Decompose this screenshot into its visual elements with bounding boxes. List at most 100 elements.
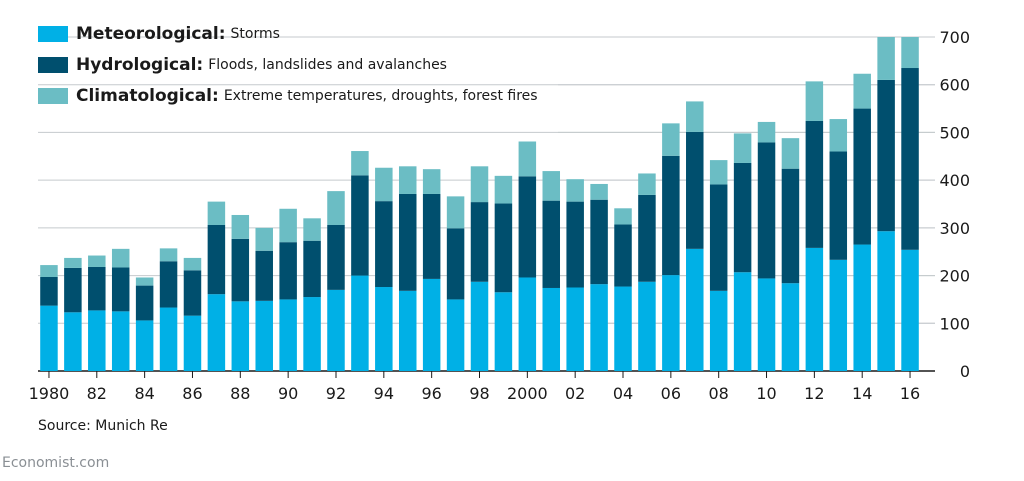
y-tick-label: 600 [939, 76, 970, 95]
bar-2009-series-1 [733, 162, 752, 273]
bar-1995-series-1 [398, 193, 417, 291]
bar-1983-series-0 [111, 311, 130, 371]
legend-description: Storms [230, 25, 280, 42]
bar-1990-series-0 [279, 299, 297, 371]
bar-2014-series-0 [853, 244, 871, 371]
bar-1982-series-1 [88, 266, 106, 311]
x-tick-label: 06 [661, 384, 681, 403]
bar-1996-series-2 [422, 169, 441, 194]
bar-2010-series-1 [757, 142, 776, 279]
bar-2012-series-1 [805, 120, 824, 248]
source-note: Source: Munich Re [38, 418, 168, 434]
bar-1983-series-2 [111, 248, 130, 268]
bar-1987-series-0 [207, 294, 226, 371]
bar-2006-series-2 [662, 123, 680, 156]
bar-1995-series-0 [398, 290, 417, 371]
bar-2014-series-2 [853, 73, 871, 109]
bar-1999-series-2 [494, 175, 513, 204]
legend-description: Floods, landslides and avalanches [208, 56, 447, 73]
x-tick-label: 98 [469, 384, 489, 403]
bar-1985-series-2 [159, 248, 178, 262]
bar-1998-series-1 [470, 202, 489, 282]
bar-1993-series-1 [351, 175, 369, 276]
bar-1980-series-2 [40, 265, 58, 278]
bar-2015-series-0 [877, 231, 895, 371]
bar-2008-series-2 [709, 160, 728, 185]
x-tick-label: 90 [278, 384, 298, 403]
legend-item-meteorological: Meteorological: Storms [38, 18, 538, 49]
bar-2005-series-1 [638, 194, 656, 282]
bar-1997-series-2 [446, 196, 465, 229]
legend-item-hydrological: Hydrological: Floods, landslides and ava… [38, 49, 538, 80]
bar-1989-series-1 [255, 250, 273, 301]
bar-2000-series-0 [518, 277, 537, 371]
bar-2006-series-0 [662, 275, 680, 371]
bar-2012-series-2 [805, 81, 824, 121]
bar-2008-series-1 [709, 184, 728, 291]
legend-name: Hydrological: [76, 54, 204, 75]
bar-2014-series-1 [853, 108, 871, 245]
x-tick-label: 08 [709, 384, 729, 403]
bar-2013-series-1 [829, 151, 848, 260]
bar-1983-series-1 [111, 267, 130, 312]
bar-1986-series-2 [183, 257, 202, 271]
y-axis-ticks: 0 100 200 300 400 500 600 700 [939, 28, 970, 381]
bar-2013-series-0 [829, 259, 848, 371]
bars [40, 37, 919, 371]
bar-1996-series-1 [422, 193, 441, 279]
bar-2001-series-1 [542, 200, 561, 288]
x-tick-label: 04 [613, 384, 633, 403]
bar-2013-series-2 [829, 119, 848, 152]
bar-2005-series-2 [638, 173, 656, 195]
bar-2002-series-0 [566, 287, 584, 371]
economist-footer: Economist.com [2, 455, 110, 471]
bar-1986-series-1 [183, 270, 202, 316]
bar-1989-series-0 [255, 300, 273, 371]
bar-1990-series-2 [279, 208, 297, 243]
bar-1987-series-2 [207, 201, 226, 225]
bar-2011-series-1 [781, 168, 800, 284]
bar-1987-series-1 [207, 224, 226, 295]
bar-1986-series-0 [183, 315, 202, 371]
bar-2009-series-2 [733, 133, 752, 163]
bar-2009-series-0 [733, 272, 752, 371]
bar-1981-series-1 [64, 267, 82, 313]
bar-1991-series-1 [303, 240, 321, 298]
bar-1994-series-1 [375, 201, 393, 288]
x-tick-label: 16 [900, 384, 920, 403]
bar-1995-series-2 [398, 166, 417, 194]
bar-2015-series-1 [877, 79, 895, 232]
bar-2007-series-0 [686, 248, 704, 371]
x-tick-label: 92 [326, 384, 346, 403]
x-tick-label: 94 [374, 384, 394, 403]
y-tick-label: 400 [939, 171, 970, 190]
bar-2003-series-0 [590, 284, 608, 371]
bar-1993-series-2 [351, 151, 369, 176]
bar-2008-series-0 [709, 290, 728, 371]
x-tick-label: 10 [756, 384, 776, 403]
bar-2010-series-0 [757, 278, 776, 371]
bar-1984-series-1 [135, 285, 154, 321]
bar-2004-series-0 [614, 286, 632, 371]
x-tick-label: 96 [421, 384, 441, 403]
bar-2007-series-2 [686, 101, 704, 132]
bar-1992-series-2 [327, 191, 345, 225]
bar-2001-series-0 [542, 287, 561, 371]
bar-1984-series-2 [135, 277, 154, 286]
x-tick-label: 2000 [507, 384, 548, 403]
bar-2007-series-1 [686, 131, 704, 249]
bar-1998-series-0 [470, 281, 489, 371]
bar-1990-series-1 [279, 242, 297, 300]
bar-1991-series-0 [303, 297, 321, 371]
bar-1996-series-0 [422, 278, 441, 371]
x-tick-label: 14 [852, 384, 872, 403]
y-tick-label: 500 [939, 123, 970, 142]
y-tick-label: 700 [939, 28, 970, 47]
bar-1988-series-2 [231, 214, 250, 239]
x-tick-label: 86 [182, 384, 202, 403]
legend-swatch-climatological [38, 87, 68, 104]
x-tick-label: 02 [565, 384, 585, 403]
bar-1998-series-2 [470, 166, 489, 203]
bar-2001-series-2 [542, 171, 561, 201]
